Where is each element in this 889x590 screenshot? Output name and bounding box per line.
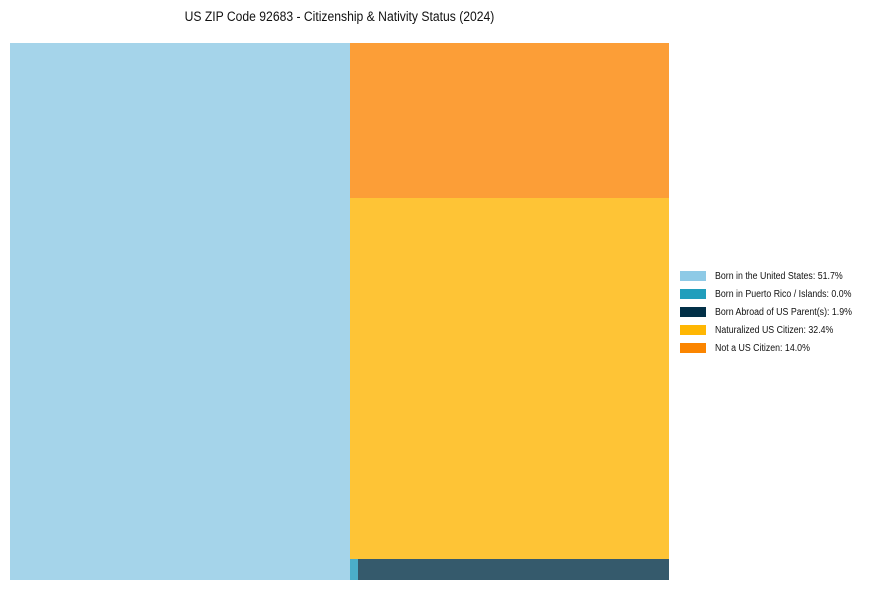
legend-swatch bbox=[680, 307, 706, 317]
tile-not-us-citizen bbox=[350, 43, 669, 198]
tile-born-abroad bbox=[358, 559, 669, 580]
legend-item: Born Abroad of US Parent(s): 1.9% bbox=[680, 303, 871, 321]
legend-swatch bbox=[680, 343, 706, 353]
legend-item: Not a US Citizen: 14.0% bbox=[680, 339, 871, 357]
tile-naturalized bbox=[350, 198, 669, 559]
tile-born-in-us bbox=[10, 43, 350, 580]
legend-swatch bbox=[680, 271, 706, 281]
legend-swatch bbox=[680, 289, 706, 299]
legend-item: Born in the United States: 51.7% bbox=[680, 267, 871, 285]
legend-item: Born in Puerto Rico / Islands: 0.0% bbox=[680, 285, 871, 303]
tile-puerto-rico bbox=[350, 559, 358, 580]
legend-swatch bbox=[680, 325, 706, 335]
legend: Born in the United States: 51.7% Born in… bbox=[680, 267, 871, 357]
chart-title: US ZIP Code 92683 - Citizenship & Nativi… bbox=[184, 9, 495, 24]
legend-item: Naturalized US Citizen: 32.4% bbox=[680, 321, 871, 339]
